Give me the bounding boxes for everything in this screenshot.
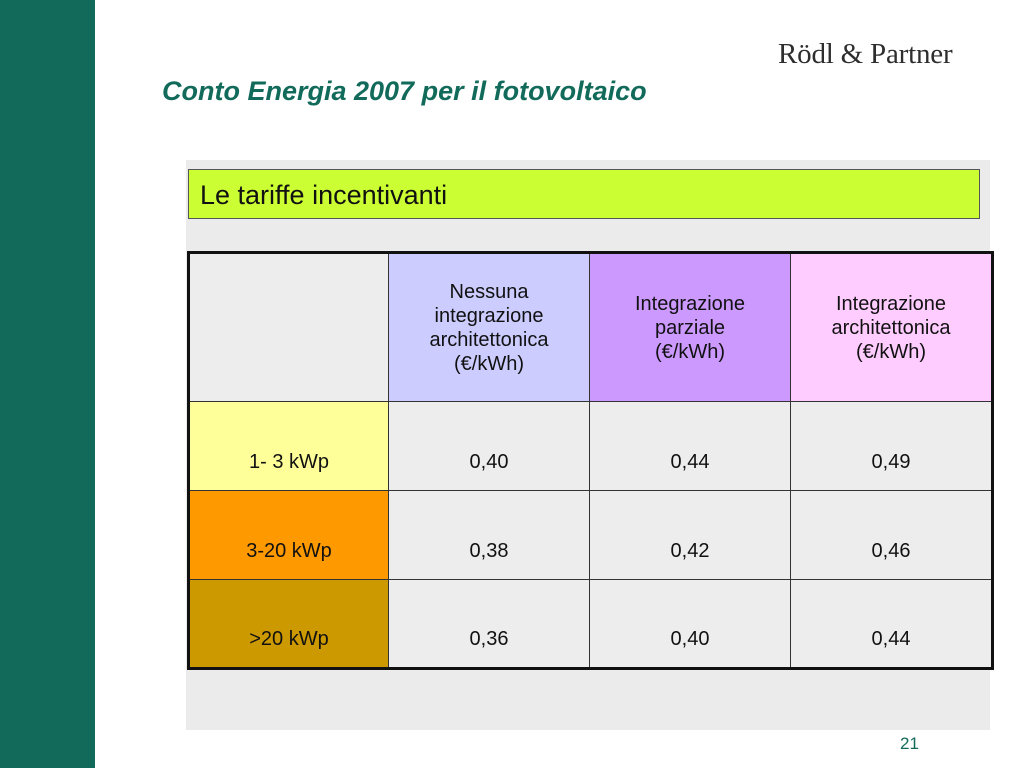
table-row: >20 kWp 0,36 0,40 0,44 — [188, 579, 993, 669]
header-line: Integrazione — [634, 292, 746, 315]
tariff-value: 0,36 — [388, 579, 590, 669]
tariff-table: Nessuna integrazione architettonica (€/k… — [187, 251, 994, 670]
header-line: (€/kWh) — [655, 340, 725, 363]
row-label-1-3-kwp: 1- 3 kWp — [188, 401, 389, 491]
tariff-value: 0,38 — [388, 490, 590, 580]
header-partial-integration: Integrazione parziale (€/kWh) — [589, 252, 791, 402]
row-label-over-20-kwp: >20 kWp — [188, 579, 389, 669]
tariff-value: 0,46 — [790, 490, 993, 580]
slide-title: Conto Energia 2007 per il fotovoltaico — [162, 76, 647, 106]
tariff-value: 0,42 — [589, 490, 791, 580]
page-number: 21 — [900, 734, 919, 753]
header-line: parziale — [654, 316, 726, 339]
slide-subtitle: Le tariffe incentivanti — [188, 169, 980, 219]
tariff-value: 0,40 — [589, 579, 791, 669]
header-line: architettonica — [429, 328, 549, 351]
header-architectural-integration: Integrazione architettonica (€/kWh) — [790, 252, 993, 402]
tariff-value: 0,44 — [589, 401, 791, 491]
header-line: integrazione — [434, 304, 544, 327]
header-line: Integrazione — [835, 292, 947, 315]
header-no-integration: Nessuna integrazione architettonica (€/k… — [388, 252, 590, 402]
table-header-row: Nessuna integrazione architettonica (€/k… — [188, 252, 993, 402]
sidebar-band — [0, 0, 95, 768]
company-logo: Rödl & Partner — [778, 38, 953, 70]
header-line: (€/kWh) — [856, 340, 926, 363]
header-line: (€/kWh) — [454, 352, 524, 375]
table-corner-cell — [188, 252, 389, 402]
tariff-value: 0,44 — [790, 579, 993, 669]
tariff-value: 0,40 — [388, 401, 590, 491]
tariff-value: 0,49 — [790, 401, 993, 491]
row-label-3-20-kwp: 3-20 kWp — [188, 490, 389, 580]
table-row: 3-20 kWp 0,38 0,42 0,46 — [188, 490, 993, 580]
table-row: 1- 3 kWp 0,40 0,44 0,49 — [188, 401, 993, 491]
header-line: Nessuna — [449, 280, 529, 303]
header-line: architettonica — [831, 316, 951, 339]
